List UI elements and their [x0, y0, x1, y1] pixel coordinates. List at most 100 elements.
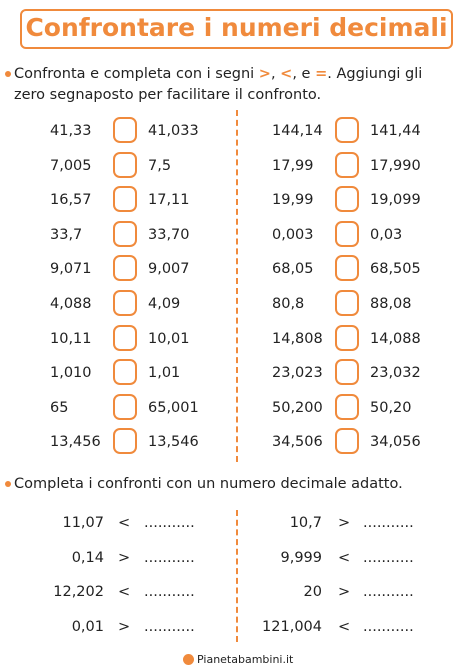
number: 7,5 — [148, 157, 172, 174]
blank: ........... — [144, 584, 195, 600]
number: 23,032 — [370, 365, 421, 382]
number: 1,01 — [148, 365, 181, 382]
number: 50,20 — [370, 399, 412, 416]
answer-box — [335, 428, 359, 455]
number: 7,005 — [50, 157, 92, 174]
blank: ........... — [144, 618, 195, 635]
blank: ........... — [363, 549, 414, 566]
number: 144,14 — [272, 123, 323, 139]
number: 50,200 — [272, 399, 323, 416]
sign: > — [338, 515, 351, 531]
sign: > — [118, 618, 131, 635]
number: 34,056 — [370, 434, 421, 451]
answer-box — [113, 255, 137, 282]
answer-box — [113, 290, 137, 316]
number: 121,004 — [262, 618, 322, 635]
text: , e — [292, 66, 316, 82]
number: 14,808 — [272, 330, 323, 347]
logo — [183, 654, 194, 665]
sign: > — [118, 549, 131, 566]
number: 19,099 — [370, 192, 421, 209]
symbol: = — [315, 66, 328, 82]
number: 141,44 — [370, 123, 421, 139]
number: 0,14 — [71, 549, 104, 566]
blank: ........... — [144, 515, 195, 531]
number: 9,007 — [148, 261, 190, 278]
number: 65 — [50, 399, 69, 416]
number: 68,05 — [272, 261, 314, 278]
number: 12,202 — [53, 584, 104, 600]
sign: < — [338, 549, 351, 566]
answer-box — [113, 117, 137, 143]
number: 19,99 — [272, 192, 314, 209]
number: 33,70 — [148, 226, 190, 243]
number: 9,071 — [50, 261, 92, 278]
blank: ........... — [363, 618, 414, 635]
number: 17,11 — [148, 192, 190, 209]
number: 10,7 — [289, 515, 322, 531]
number: 10,11 — [50, 330, 92, 347]
answer-box — [113, 186, 137, 213]
number: 41,33 — [50, 123, 92, 139]
answer-box — [335, 290, 359, 316]
text: , — [270, 66, 281, 82]
number: 34,506 — [272, 434, 323, 451]
bullet — [5, 71, 11, 77]
answer-box — [113, 324, 137, 351]
number: 0,03 — [370, 226, 403, 243]
sign: > — [338, 584, 351, 600]
divider — [236, 510, 238, 642]
symbol: < — [280, 66, 293, 82]
answer-box — [113, 151, 137, 178]
number: 16,57 — [50, 192, 92, 209]
number: 33,7 — [50, 226, 83, 243]
answer-box — [113, 428, 137, 455]
answer-box — [113, 393, 137, 420]
number: 17,99 — [272, 157, 314, 174]
number: 10,01 — [148, 330, 190, 347]
answer-box — [335, 151, 359, 178]
sign: < — [118, 584, 131, 600]
number: 88,08 — [370, 296, 412, 312]
number: 13,546 — [148, 434, 199, 451]
answer-box — [335, 324, 359, 351]
number: 14,088 — [370, 330, 421, 347]
blank: ........... — [363, 584, 414, 600]
sign: < — [118, 515, 131, 531]
number: 9,999 — [280, 549, 322, 566]
divider — [236, 110, 238, 462]
number: 80,8 — [272, 296, 305, 312]
number: 41,033 — [148, 123, 199, 139]
symbol: > — [258, 66, 271, 82]
number: 13,456 — [50, 434, 101, 451]
number: 20 — [303, 584, 322, 600]
answer-box — [335, 359, 359, 386]
number: 0,01 — [71, 618, 104, 635]
answer-box — [113, 359, 137, 386]
text: Confronta e completa con i segni — [14, 66, 259, 82]
answer-box — [335, 220, 359, 247]
title-box — [20, 9, 453, 49]
number: 4,09 — [148, 296, 181, 312]
number: 4,088 — [50, 296, 92, 312]
sign: < — [338, 618, 351, 635]
instruction: Confronta e completa con i segni >, <, e… — [14, 64, 454, 106]
answer-box — [335, 393, 359, 420]
answer-box — [335, 255, 359, 282]
blank: ........... — [363, 515, 414, 531]
footer: Pianetabambini.it — [197, 653, 294, 666]
number: 68,505 — [370, 261, 421, 278]
number: 65,001 — [148, 399, 199, 416]
title: Confrontare i numeri decimali — [25, 13, 448, 42]
number: 0,003 — [272, 226, 314, 243]
instruction: Completa i confronti con un numero decim… — [14, 476, 403, 492]
number: 17,990 — [370, 157, 421, 174]
number: 11,07 — [62, 515, 104, 531]
blank: ........... — [144, 549, 195, 566]
number: 1,010 — [50, 365, 92, 382]
answer-box — [113, 220, 137, 247]
answer-box — [335, 117, 359, 143]
text: . Aggiungi gli zero segnaposto per facil… — [14, 66, 423, 103]
answer-box — [335, 186, 359, 213]
